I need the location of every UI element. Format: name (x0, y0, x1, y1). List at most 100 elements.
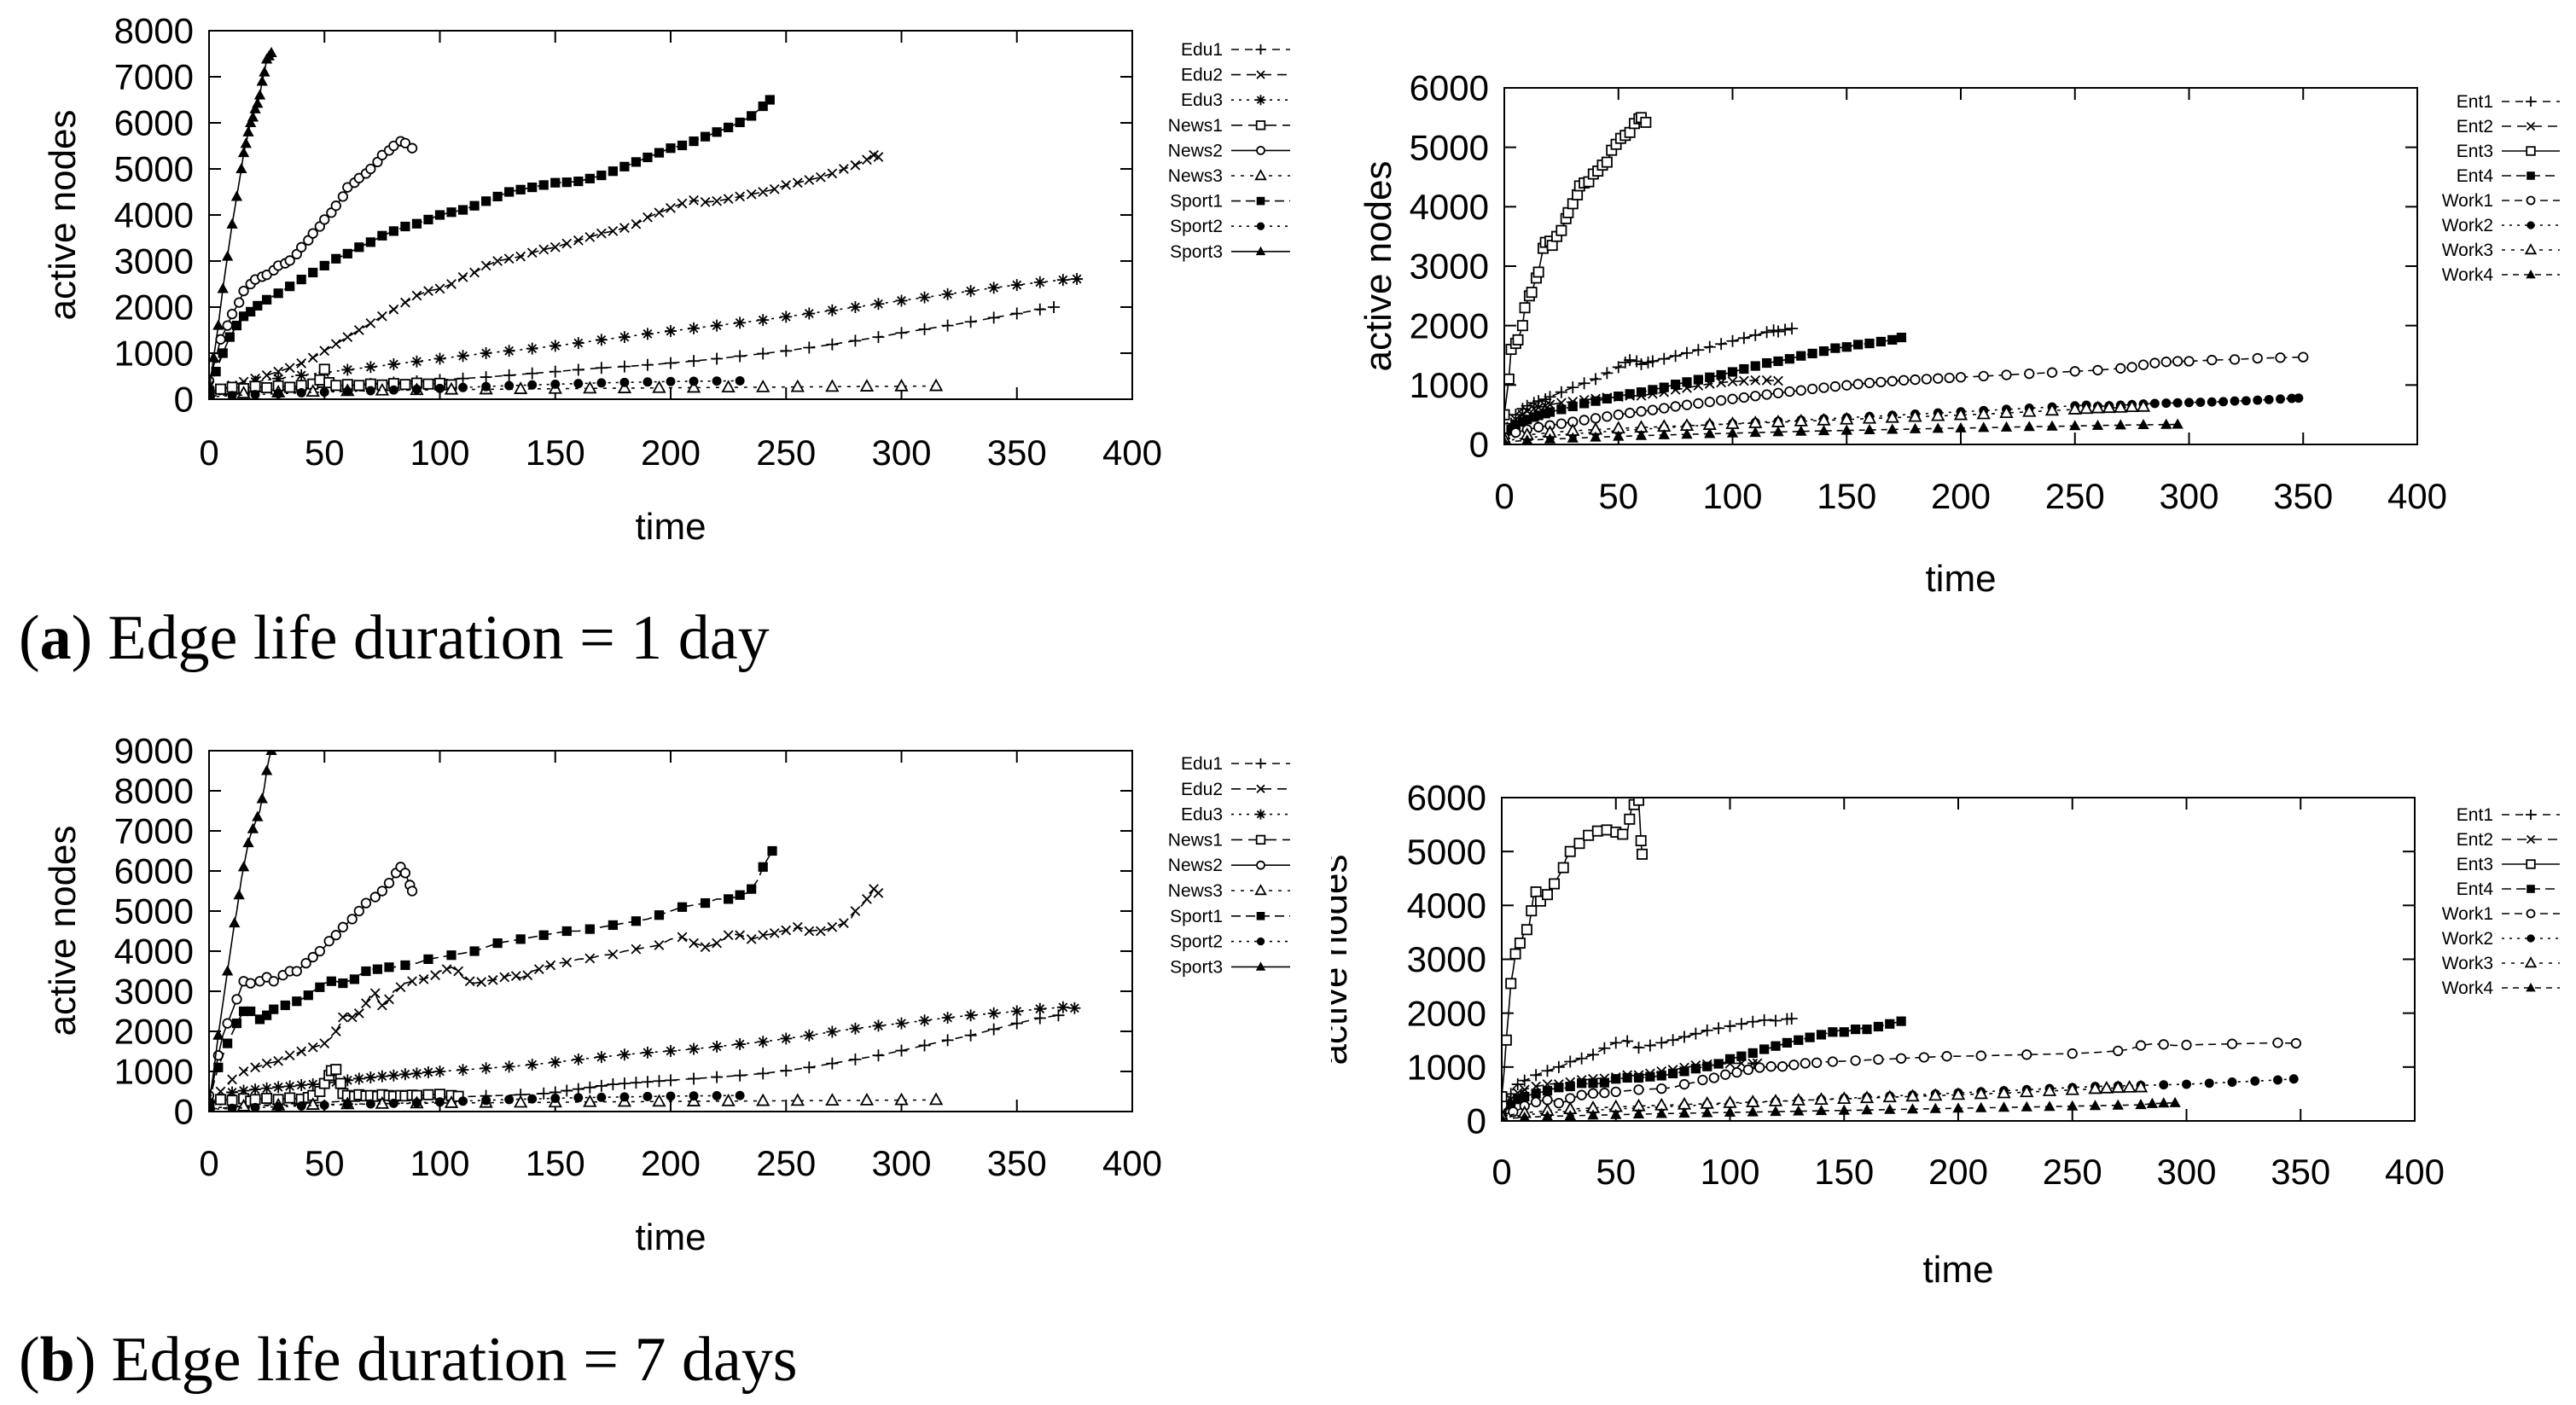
svg-text:2000: 2000 (114, 287, 194, 328)
svg-text:350: 350 (2273, 476, 2333, 516)
svg-text:350: 350 (987, 433, 1047, 473)
legend-label-Edu1: Edu1 (1181, 754, 1223, 774)
svg-text:100: 100 (410, 1143, 469, 1183)
chart-svg-edge-life-7days-left: 0 50 100 150 200 250 300 350 4000100020003000400… (42, 731, 1290, 1258)
series-Sport1 (208, 845, 777, 1109)
svg-text:1000: 1000 (1407, 1048, 1486, 1088)
svg-text:200: 200 (641, 433, 701, 473)
legend-label-Work4: Work4 (2442, 265, 2494, 285)
y-axis-label: active nodes (42, 825, 84, 1036)
svg-text:150: 150 (1814, 1152, 1874, 1192)
legend-label-News2: News2 (1168, 856, 1223, 875)
axis-ticks (208, 30, 1133, 400)
series-Work4 (1501, 1096, 2181, 1122)
svg-text:50: 50 (305, 1143, 345, 1183)
svg-text:4000: 4000 (114, 195, 194, 235)
tick-labels: 0 50 100 150 200 250 300 350 4000100020003000400… (1410, 68, 2447, 516)
legend-label-Ent4: Ent4 (2457, 880, 2494, 899)
svg-text:2000: 2000 (114, 1012, 194, 1052)
tick-labels: 0 50 100 150 200 250 300 350 4000100020003000400… (114, 731, 1162, 1183)
svg-text:0: 0 (1469, 425, 1489, 465)
svg-text:4000: 4000 (114, 932, 194, 972)
axis-ticks (208, 750, 1133, 1112)
legend-label-Work1: Work1 (2442, 191, 2493, 211)
legend-label-Work1: Work1 (2442, 904, 2493, 924)
svg-text:6000: 6000 (114, 103, 194, 143)
series-group (1503, 112, 2309, 445)
legend-label-Work4: Work4 (2442, 978, 2494, 998)
svg-text:0: 0 (1492, 1152, 1511, 1192)
svg-text:2000: 2000 (1410, 305, 1489, 345)
legend-label-Ent4: Ent4 (2457, 166, 2494, 186)
svg-text:350: 350 (987, 1143, 1047, 1183)
legend-label-Sport2: Sport2 (1170, 217, 1223, 236)
series-Ent3 (1503, 112, 1652, 421)
series-Sport2 (208, 375, 745, 400)
chart-edge-life-7days-right: 0 50 100 150 200 250 300 350 400 0 1000 2000 3000 400… (1331, 742, 2576, 1339)
svg-text:350: 350 (2271, 1152, 2330, 1192)
svg-text:9000: 9000 (114, 731, 194, 771)
svg-text:250: 250 (2043, 1152, 2102, 1192)
tick-labels: 0 50 100 150 200 250 300 350 4000100020003000400… (114, 11, 1162, 473)
y-axis-label: active nodes (42, 109, 84, 320)
svg-text:400: 400 (2387, 476, 2447, 516)
svg-text:6000: 6000 (1407, 778, 1486, 818)
svg-text:8000: 8000 (114, 771, 194, 811)
series-Ent3 (1501, 797, 1649, 1103)
legend-label-News1: News1 (1168, 830, 1223, 850)
chart-svg-edge-life-1day-left: 0 50 100 150 200 250 300 350 4000100020003000400… (42, 11, 1290, 548)
svg-text:6000: 6000 (114, 851, 194, 891)
legend-label-News3: News3 (1168, 881, 1223, 901)
plot-frame (208, 750, 1133, 1112)
series-Sport3 (208, 750, 277, 1108)
svg-text:150: 150 (1817, 476, 1876, 516)
legend-label-Ent3: Ent3 (2457, 142, 2493, 161)
legend-label-Edu2: Edu2 (1181, 780, 1223, 799)
svg-text:200: 200 (1931, 476, 1991, 516)
legend-label-Edu1: Edu1 (1181, 40, 1223, 60)
subfigure-caption-a: (a) Edge life duration = 1 day (19, 602, 770, 675)
legend-label-Work2: Work2 (2442, 216, 2493, 235)
svg-text:8000: 8000 (114, 11, 194, 51)
series-News2 (208, 136, 418, 386)
series-Sport3 (208, 46, 277, 395)
svg-text:250: 250 (756, 1143, 816, 1183)
legend-label-Sport3: Sport3 (1170, 242, 1223, 262)
series-Edu3 (208, 273, 1084, 400)
svg-text:150: 150 (526, 1143, 585, 1183)
series-Ent1 (1503, 322, 1799, 445)
svg-text:300: 300 (871, 433, 931, 473)
svg-text:2000: 2000 (1407, 993, 1486, 1033)
legend-label-Work3: Work3 (2442, 954, 2493, 973)
legend-label-Ent2: Ent2 (2457, 830, 2493, 850)
series-Sport2 (208, 1090, 745, 1112)
svg-text:1000: 1000 (114, 334, 194, 374)
tick-labels: 0 50 100 150 200 250 300 350 4000100020003000400… (1407, 778, 2445, 1192)
chart-edge-life-7days-left: 0 50 100 150 200 250 300 350 400 0 1000 2000 3000 400… (0, 721, 1331, 1284)
svg-text:300: 300 (2156, 1152, 2216, 1192)
svg-text:5000: 5000 (1410, 127, 1489, 167)
svg-text:250: 250 (756, 433, 816, 473)
series-Work4 (1503, 418, 2183, 445)
series-Ent4 (1501, 1016, 1906, 1122)
series-Work1 (1503, 351, 2309, 443)
y-axis-label: active nodes (1331, 854, 1355, 1065)
x-axis-label: time (635, 506, 706, 548)
svg-text:5000: 5000 (1407, 832, 1486, 872)
series-Edu3 (208, 1001, 1081, 1112)
svg-text:50: 50 (305, 433, 345, 473)
series-group (208, 750, 1081, 1112)
plot-frame (1501, 797, 2416, 1122)
series-Sport1 (208, 95, 775, 395)
svg-text:4000: 4000 (1410, 187, 1489, 227)
legend-label-News2: News2 (1168, 141, 1223, 160)
legend-label-Ent3: Ent3 (2457, 855, 2493, 874)
caption-b-letter: b (39, 1325, 75, 1395)
legend-label-Ent1: Ent1 (2457, 92, 2493, 112)
legend-label-Work2: Work2 (2442, 929, 2493, 949)
legend: Ent1 Ent2 Ent3 Ent4 Work1 Work2 Work3 Work4 (2442, 92, 2560, 285)
svg-text:250: 250 (2045, 476, 2105, 516)
x-axis-label: time (635, 1216, 706, 1258)
svg-text:200: 200 (1928, 1152, 1988, 1192)
